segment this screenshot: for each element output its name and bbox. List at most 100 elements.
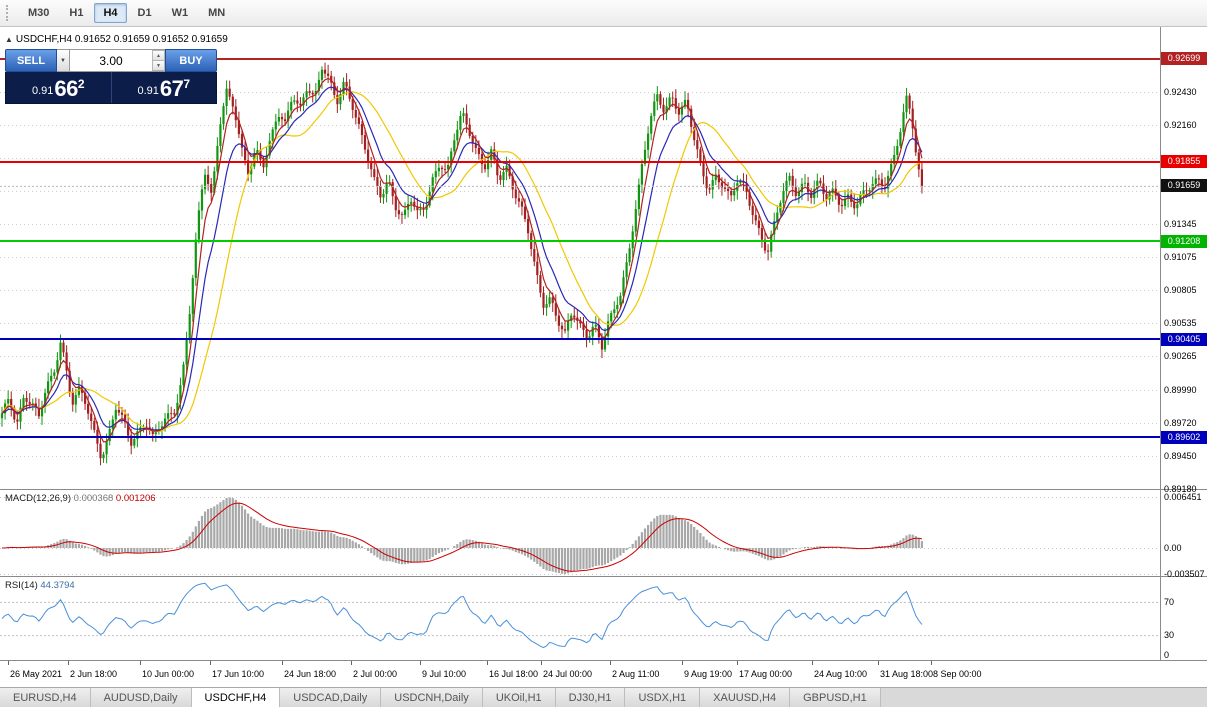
time-tick (878, 661, 879, 665)
sell-button[interactable]: SELL (5, 49, 57, 72)
timeframe-button-d1[interactable]: D1 (137, 7, 152, 19)
time-tick (812, 661, 813, 665)
macd-signal-line (1, 502, 922, 572)
time-tick (541, 661, 542, 665)
panel-separator-rsi[interactable] (0, 576, 1207, 577)
chart-tab-usdchf-h4[interactable]: USDCHF,H4 (191, 688, 281, 707)
time-axis[interactable]: 26 May 2021 2 Jun 18:00 10 Jun 00:00 17 Jun… (0, 660, 1207, 687)
macd-signal-value: 0.001206 (115, 493, 156, 504)
time-label: 24 Jun 18:00 (284, 669, 337, 679)
ma-line-11 (1, 86, 923, 431)
timeframe-button-m30[interactable]: M30 (28, 7, 50, 19)
price-badge: 0.91855 (1161, 155, 1207, 169)
time-tick (420, 661, 421, 665)
price-grid-label: 0.89180 (1164, 483, 1197, 494)
candlesticks (0, 62, 923, 466)
timeframe-buttons: M30 H1 H4 D1 W1 MN (18, 3, 235, 23)
sell-price[interactable]: 0.91 66 2 (6, 72, 112, 103)
price-gridlines (0, 92, 1160, 490)
chart-tab-eurusd-h4[interactable]: EURUSD,H4 (0, 688, 91, 707)
chart-tab-dj30-h1[interactable]: DJ30,H1 (555, 688, 626, 707)
chart-tab-ukoil-h1[interactable]: UKOil,H1 (482, 688, 556, 707)
rsi-line (1, 582, 923, 649)
one-click-trade-panel: SELL ▼ 3.00 ▲ ▼ BUY 0.91 66 2 (5, 49, 217, 104)
ma-line-21 (1, 91, 923, 433)
rsi-axis-label: 0 (1164, 650, 1170, 660)
rsi-value: 44.3794 (40, 580, 75, 591)
macd-axis-label: -0.003507 (1164, 569, 1205, 579)
chart-tab-usdx-h1[interactable]: USDX,H1 (625, 688, 701, 707)
chart-tab-usdcad-daily[interactable]: USDCAD,Daily (280, 688, 382, 707)
volume-value[interactable]: 3.00 (99, 53, 123, 68)
price-grid-label: 0.92160 (1164, 119, 1197, 130)
price-badge: 0.91208 (1161, 234, 1207, 248)
price-grid-label: 0.90805 (1164, 285, 1197, 296)
time-label: 10 Jun 00:00 (142, 669, 195, 679)
rsi-indicator-chart[interactable] (0, 577, 1160, 660)
horizontal-level-lines[interactable] (0, 58, 1160, 438)
time-tick (610, 661, 611, 665)
volume-dropdown-icon[interactable]: ▼ (57, 49, 70, 72)
time-tick (682, 661, 683, 665)
panel-separator-macd[interactable] (0, 489, 1207, 490)
time-tick (8, 661, 9, 665)
symbol-period-label: USDCHF,H4 (15, 34, 73, 45)
chart-tab-gbpusd-h1[interactable]: GBPUSD,H1 (790, 688, 881, 707)
chart-tab-usdcnh-daily[interactable]: USDCNH,Daily (381, 688, 483, 707)
time-tick (931, 661, 932, 665)
price-grid-label: 0.89720 (1164, 417, 1197, 428)
time-label: 24 Aug 10:00 (814, 669, 868, 679)
toolbar-grip[interactable] (6, 5, 12, 21)
chart-tab-audusd-daily[interactable]: AUDUSD,Daily (90, 688, 192, 707)
macd-indicator-chart[interactable] (0, 490, 1160, 577)
timeframe-button-h1[interactable]: H1 (69, 7, 84, 19)
time-label: 17 Jun 10:00 (212, 669, 265, 679)
time-label: 31 Aug 18:00 (880, 669, 934, 679)
macd-title: MACD(12,26,9) (5, 493, 71, 504)
chart-area: 0.92430 0.92160 0.91345 0.91075 0.90805 0.905… (0, 27, 1207, 660)
time-tick (351, 661, 352, 665)
price-axis[interactable]: 0.92430 0.92160 0.91345 0.91075 0.90805 0.905… (1161, 27, 1207, 660)
time-tick (487, 661, 488, 665)
timeframe-button-mn[interactable]: MN (208, 7, 226, 19)
timeframe-toolbar: M30 H1 H4 D1 W1 MN (0, 0, 1207, 27)
ohlc-readout: ▲ USDCHF,H4 0.91652 0.91659 0.91652 0.916… (5, 34, 228, 45)
volume-spinner[interactable]: ▲ ▼ (152, 50, 165, 71)
buy-button[interactable]: BUY (165, 49, 217, 72)
collapse-icon[interactable]: ▲ (5, 35, 13, 44)
price-badge: 0.92699 (1161, 52, 1207, 66)
macd-histogram (4, 497, 923, 574)
buy-price-main: 67 (159, 76, 184, 102)
timeframe-button-w1[interactable]: W1 (171, 7, 189, 19)
buy-price[interactable]: 0.91 67 7 (112, 72, 217, 103)
rsi-title: RSI(14) (5, 580, 38, 591)
price-badge: 0.91659 (1161, 179, 1207, 193)
volume-field[interactable]: 3.00 ▲ ▼ (70, 49, 165, 72)
sell-price-main: 66 (54, 76, 78, 102)
time-label: 16 Jul 18:00 (489, 669, 539, 679)
buy-price-prefix: 0.91 (137, 85, 159, 97)
chart-tab-xauusd-h4[interactable]: XAUUSD,H4 (700, 688, 791, 707)
sell-price-prefix: 0.91 (31, 85, 54, 97)
time-tick (737, 661, 738, 665)
time-tick (282, 661, 283, 665)
spin-up-icon[interactable]: ▲ (152, 50, 165, 60)
price-grid-label: 0.91345 (1164, 219, 1197, 230)
buy-price-pip: 7 (183, 77, 191, 91)
macd-axis-label: 0.006451 (1164, 492, 1202, 502)
macd-main-value: 0.000368 (73, 493, 114, 504)
time-label: 9 Jul 10:00 (422, 669, 467, 679)
spin-down-icon[interactable]: ▼ (152, 60, 165, 71)
time-label: 26 May 2021 (10, 669, 63, 679)
price-grid-label: 0.91075 (1164, 252, 1197, 263)
price-grid-label: 0.92430 (1164, 86, 1197, 97)
price-badge: 0.90405 (1161, 332, 1207, 346)
timeframe-button-h4[interactable]: H4 (94, 3, 127, 23)
time-label: 24 Jul 00:00 (543, 669, 593, 679)
time-label: 2 Jun 18:00 (70, 669, 118, 679)
time-tick (210, 661, 211, 665)
price-grid-label: 0.89450 (1164, 450, 1197, 461)
price-grid-label: 0.90535 (1164, 318, 1197, 329)
main-price-chart[interactable] (0, 27, 1160, 490)
